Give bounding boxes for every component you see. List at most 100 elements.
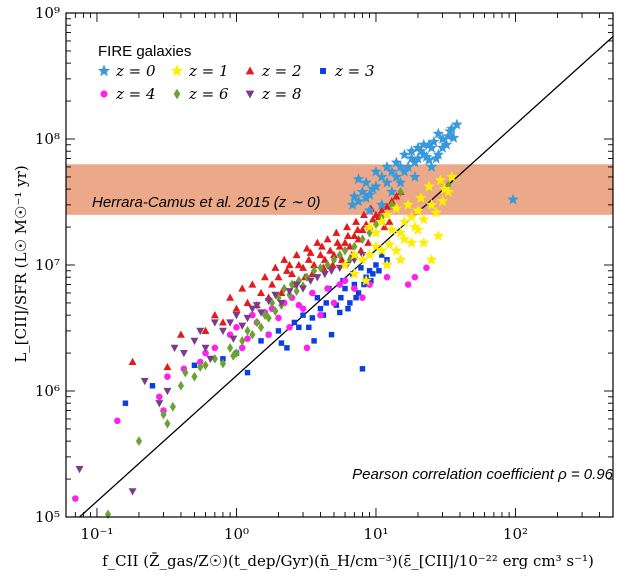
data-point	[299, 305, 307, 312]
data-point	[218, 318, 227, 326]
data-point	[257, 322, 265, 333]
data-point	[342, 285, 348, 292]
data-point	[383, 273, 391, 281]
data-point	[390, 170, 403, 182]
data-point	[219, 358, 227, 369]
data-point	[257, 309, 265, 317]
data-point	[345, 242, 354, 250]
data-point	[239, 336, 246, 346]
data-point	[252, 302, 261, 310]
data-point	[140, 377, 149, 386]
data-point	[291, 319, 298, 326]
data-point	[405, 145, 418, 157]
legend-title: FIRE galaxies	[98, 43, 191, 60]
data-point	[324, 260, 331, 270]
legend-label: z = 8	[261, 85, 302, 103]
data-point	[379, 252, 385, 258]
legend-label: z = 1	[188, 62, 229, 80]
data-point	[383, 202, 391, 210]
data-point	[423, 180, 435, 192]
data-point	[327, 267, 336, 275]
data-point	[348, 249, 361, 260]
data-point	[418, 213, 430, 225]
data-point	[293, 286, 300, 296]
data-point	[347, 300, 353, 306]
data-point	[392, 192, 401, 200]
data-point	[316, 250, 325, 259]
data-point	[330, 250, 338, 259]
data-point	[370, 271, 376, 277]
data-point	[196, 327, 205, 336]
data-point	[288, 269, 296, 277]
data-point	[390, 156, 403, 168]
data-point	[363, 188, 376, 200]
data-point	[323, 235, 332, 243]
data-point	[155, 400, 164, 408]
data-point	[373, 262, 379, 268]
data-point	[358, 265, 364, 271]
data-point	[341, 245, 349, 256]
data-point	[451, 118, 463, 130]
data-point	[438, 183, 451, 194]
data-point	[191, 371, 198, 382]
data-point	[275, 314, 282, 322]
data-point	[310, 260, 319, 269]
data-point	[348, 190, 361, 202]
data-point	[128, 357, 137, 366]
tick-labels: 10⁻¹ 10⁰ 10¹ 10² 10⁵ 10⁶ 10⁷ 10⁸ 10⁹	[35, 4, 528, 543]
data-point	[436, 133, 449, 144]
data-point	[294, 260, 303, 269]
data-point	[383, 238, 396, 250]
data-point	[352, 195, 365, 207]
legend-item: z = 4	[100, 85, 156, 103]
data-point	[370, 165, 382, 177]
data-point	[368, 278, 374, 284]
data-point	[350, 231, 359, 240]
data-point	[385, 217, 394, 225]
data-point	[394, 160, 407, 172]
data-point	[320, 270, 329, 279]
data-point	[243, 314, 252, 323]
data-point	[248, 305, 257, 313]
data-point	[353, 294, 359, 301]
x-tick-label: 10¹	[363, 525, 388, 543]
data-point	[418, 138, 430, 150]
data-point	[425, 253, 438, 265]
data-point	[232, 304, 241, 312]
data-point	[156, 393, 163, 401]
data-point	[274, 273, 283, 281]
data-point	[370, 226, 382, 238]
data-point	[405, 152, 418, 164]
data-point	[366, 268, 373, 274]
legend-marker	[100, 90, 108, 98]
data-point	[314, 294, 321, 301]
data-point	[336, 281, 344, 288]
x-axis-label: f_CII (Z̄_gas/Z☉)(t_dep/Gyr)(n̄_H/cm⁻³)(…	[102, 552, 594, 570]
data-point	[377, 206, 386, 214]
data-point	[326, 246, 335, 254]
data-point	[310, 265, 318, 276]
data-point	[179, 349, 188, 358]
data-point	[233, 324, 240, 331]
data-point	[341, 277, 349, 285]
data-point	[229, 335, 238, 343]
data-point	[442, 185, 454, 197]
data-point	[360, 192, 372, 203]
legend-label: z = 0	[115, 62, 156, 80]
data-point	[265, 313, 272, 323]
data-point	[238, 344, 246, 352]
data-point	[404, 281, 412, 288]
band-label: Herrara-Camus et al. 2015 (z ∼ 0)	[92, 194, 320, 211]
data-point	[313, 274, 322, 282]
data-point	[398, 215, 411, 227]
data-point	[355, 290, 362, 296]
data-point	[367, 183, 379, 194]
data-point	[104, 509, 112, 520]
data-point	[370, 180, 382, 192]
data-point	[197, 362, 204, 372]
data-point	[330, 254, 338, 265]
data-point	[386, 185, 398, 197]
axes	[65, 12, 614, 518]
data-point	[191, 362, 198, 369]
data-point	[386, 165, 398, 177]
